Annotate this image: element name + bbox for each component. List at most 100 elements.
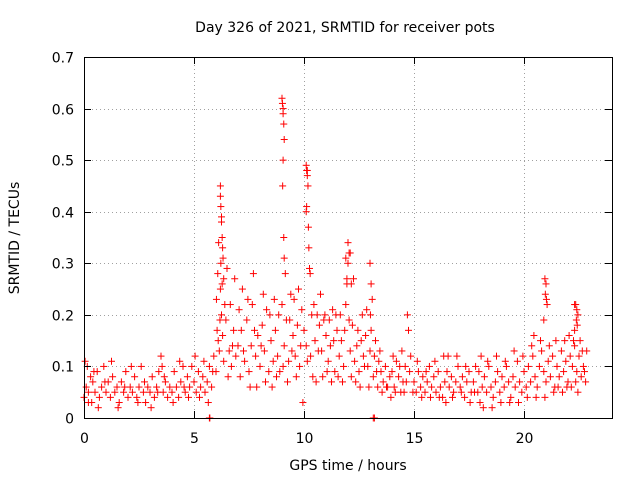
data-point — [164, 393, 172, 401]
grid-lines — [84, 57, 612, 418]
data-point — [339, 378, 346, 386]
data-point — [254, 331, 262, 339]
data-point — [180, 383, 188, 391]
data-point — [279, 362, 287, 370]
data-point — [314, 347, 322, 355]
data-point — [280, 136, 288, 144]
data-point — [466, 399, 474, 407]
data-point — [522, 383, 530, 391]
data-point — [269, 357, 277, 365]
data-point — [337, 337, 345, 345]
data-point — [109, 373, 117, 381]
data-point — [509, 373, 517, 381]
data-point — [108, 357, 115, 365]
data-point — [328, 378, 335, 386]
data-point — [431, 357, 439, 365]
data-point — [292, 373, 300, 381]
data-point — [353, 342, 361, 350]
data-point — [572, 301, 580, 309]
data-point — [342, 254, 350, 262]
data-point — [361, 362, 368, 370]
data-point — [506, 399, 514, 407]
data-point — [315, 321, 323, 329]
data-point — [348, 321, 356, 329]
data-point — [571, 342, 579, 350]
data-point — [574, 311, 582, 319]
data-point — [142, 399, 150, 407]
data-point — [200, 357, 208, 365]
data-point — [275, 311, 283, 319]
data-point — [121, 383, 129, 391]
data-point — [489, 393, 497, 401]
data-point — [342, 301, 350, 309]
data-point — [430, 373, 438, 381]
data-point — [226, 301, 234, 309]
data-point — [102, 388, 110, 396]
data-point — [160, 373, 168, 381]
data-point — [374, 383, 382, 391]
data-point — [225, 347, 233, 355]
data-point — [381, 362, 389, 370]
data-point — [192, 388, 200, 396]
data-point — [472, 362, 480, 370]
data-point — [262, 378, 269, 386]
data-point — [246, 383, 254, 391]
data-point — [396, 362, 404, 370]
data-point — [179, 362, 187, 370]
data-point — [389, 352, 397, 360]
data-point — [131, 373, 139, 381]
data-point — [98, 383, 106, 391]
data-point — [329, 306, 337, 314]
data-point — [317, 290, 324, 298]
data-point — [235, 306, 243, 314]
data-point — [175, 393, 183, 401]
data-point — [139, 388, 147, 396]
data-point — [236, 373, 244, 381]
data-point — [168, 388, 176, 396]
data-point — [398, 347, 406, 355]
data-point — [150, 393, 158, 401]
data-point — [300, 326, 308, 334]
data-point — [356, 383, 364, 391]
data-point — [144, 383, 152, 391]
data-point — [565, 331, 573, 339]
data-point — [199, 373, 207, 381]
data-point — [493, 352, 500, 360]
data-point — [216, 192, 224, 200]
data-point — [421, 388, 429, 396]
data-point — [216, 316, 224, 324]
data-point — [177, 378, 185, 386]
data-point — [477, 352, 485, 360]
data-point — [390, 383, 398, 391]
data-point — [101, 378, 109, 386]
data-point — [155, 368, 163, 376]
data-point — [362, 331, 370, 339]
data-point — [293, 321, 301, 329]
data-point — [528, 342, 536, 350]
data-point — [515, 399, 522, 407]
data-point — [127, 362, 135, 370]
data-point — [296, 362, 304, 370]
data-point — [494, 368, 502, 376]
data-point — [559, 388, 566, 396]
data-point — [542, 280, 550, 288]
data-point — [463, 378, 471, 386]
data-point — [279, 156, 287, 164]
data-point — [450, 388, 458, 396]
data-point — [216, 285, 224, 293]
data-point — [533, 383, 541, 391]
data-point — [297, 342, 305, 350]
data-point — [245, 368, 253, 376]
data-point — [265, 368, 273, 376]
data-point — [183, 373, 191, 381]
data-point — [306, 270, 314, 278]
data-point — [122, 368, 130, 376]
data-point — [148, 373, 156, 381]
data-point — [232, 352, 240, 360]
data-point — [230, 326, 238, 334]
data-point — [532, 393, 540, 401]
data-point — [319, 373, 327, 381]
data-point — [243, 316, 251, 324]
data-point — [434, 368, 442, 376]
data-point — [507, 393, 515, 401]
